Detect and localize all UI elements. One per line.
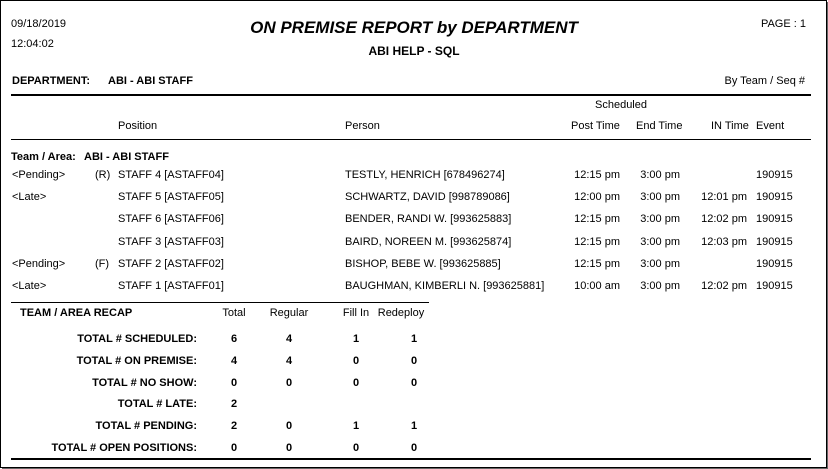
row-position: STAFF 2 [ASTAFF02] [118, 257, 224, 270]
row-end-time: 3:00 pm [640, 257, 680, 270]
recap-regular: 0 [285, 420, 293, 433]
recap-col-redeploy: Redeploy [377, 307, 425, 319]
recap-label: TOTAL # NO SHOW: [92, 376, 197, 389]
row-end-time: 3:00 pm [640, 191, 680, 204]
row-person: BAIRD, NOREEN M. [993625874] [345, 235, 512, 248]
row-post-time: 12:15 pm [574, 169, 620, 181]
team-label: Team / Area: [11, 151, 76, 163]
recap-redeploy: 0 [410, 442, 418, 454]
report-title: ON PREMISE REPORT by DEPARTMENT [250, 18, 578, 37]
sort-label: By Team / Seq # [724, 75, 805, 87]
team-value: ABI - ABI STAFF [84, 151, 169, 163]
row-person: TESTLY, HENRICH [678496274] [345, 169, 505, 181]
row-in-time: 12:01 pm [701, 191, 747, 204]
row-person: BISHOP, BEBE W. [993625885] [345, 257, 501, 270]
recap-label: TOTAL # ON PREMISE: [76, 354, 197, 367]
row-event: 190915 [756, 191, 793, 204]
page-number: PAGE : 1 [760, 18, 806, 30]
recap-redeploy: 1 [410, 333, 418, 345]
row-person: SCHWARTZ, DAVID [998789086] [345, 191, 510, 204]
recap-redeploy: 1 [410, 420, 418, 433]
row-event: 190915 [756, 169, 793, 181]
row-end-time: 3:00 pm [640, 169, 680, 181]
col-event: Event [756, 120, 785, 132]
row-event: 190915 [756, 257, 793, 270]
row-status: <Pending> [12, 169, 66, 181]
row-event: 190915 [756, 235, 793, 248]
report-time: 12:04:02 [11, 38, 54, 50]
divider-recap [11, 302, 429, 303]
row-event: 190915 [756, 280, 793, 292]
divider-top [11, 94, 811, 96]
report-date: 09/18/2019 [11, 18, 67, 30]
recap-regular: 0 [285, 376, 293, 389]
recap-fill-in: 0 [352, 376, 360, 389]
recap-fill-in: 1 [352, 420, 360, 433]
row-in-time: 12:02 pm [701, 280, 747, 292]
recap-total: 2 [230, 420, 238, 433]
row-end-time: 3:00 pm [640, 213, 680, 226]
recap-regular: 4 [285, 354, 293, 367]
row-status: <Pending> [12, 257, 66, 270]
row-end-time: 3:00 pm [640, 280, 680, 292]
row-position: STAFF 1 [ASTAFF01] [118, 280, 224, 292]
row-post-time: 10:00 am [574, 280, 620, 292]
recap-label: TOTAL # PENDING: [95, 420, 197, 433]
row-post-time: 12:00 pm [574, 191, 620, 204]
row-post-time: 12:15 pm [574, 235, 620, 248]
recap-redeploy: 0 [410, 354, 418, 367]
row-person: BAUGHMAN, KIMBERLI N. [993625881] [345, 280, 545, 292]
department-label: DEPARTMENT: [12, 75, 91, 87]
recap-label: TOTAL # OPEN POSITIONS: [51, 442, 197, 454]
row-status: <Late> [12, 191, 47, 204]
row-status: <Late> [12, 280, 47, 292]
row-event: 190915 [756, 213, 793, 226]
col-in-time: IN Time [711, 120, 749, 132]
row-position: STAFF 4 [ASTAFF04] [118, 169, 224, 181]
recap-total: 0 [230, 376, 238, 389]
recap-title: TEAM / AREA RECAP [20, 307, 133, 319]
divider-header [11, 139, 811, 140]
row-flag: (F) [95, 257, 110, 270]
recap-total: 6 [230, 333, 238, 345]
recap-regular: 4 [285, 333, 293, 345]
row-in-time: 12:03 pm [701, 235, 747, 248]
recap-label: TOTAL # SCHEDULED: [77, 333, 197, 345]
col-end-time: End Time [636, 120, 683, 132]
row-person: BENDER, RANDI W. [993625883] [345, 213, 512, 226]
row-in-time: 12:02 pm [701, 213, 747, 226]
report-subtitle: ABI HELP - SQL [368, 44, 460, 58]
recap-regular: 0 [285, 442, 293, 454]
row-flag: (R) [95, 169, 111, 181]
row-end-time: 3:00 pm [640, 235, 680, 248]
department-value: ABI - ABI STAFF [108, 75, 193, 87]
recap-fill-in: 0 [352, 442, 360, 454]
recap-fill-in: 1 [352, 333, 360, 345]
col-position: Position [118, 120, 158, 132]
row-position: STAFF 3 [ASTAFF03] [118, 235, 224, 248]
recap-total: 0 [230, 442, 238, 454]
recap-col-regular: Regular [269, 307, 309, 319]
recap-total: 4 [230, 354, 238, 367]
row-post-time: 12:15 pm [574, 257, 620, 270]
recap-fill-in: 0 [352, 354, 360, 367]
row-position: STAFF 6 [ASTAFF06] [118, 213, 224, 226]
recap-label: TOTAL # LATE: [117, 398, 197, 411]
col-person: Person [345, 120, 380, 132]
row-post-time: 12:15 pm [574, 213, 620, 226]
divider-bottom [11, 458, 811, 460]
scheduled-header: Scheduled [595, 99, 647, 111]
recap-redeploy: 0 [410, 376, 418, 389]
recap-total: 2 [230, 398, 238, 411]
recap-col-fill-in: Fill In [342, 307, 370, 319]
recap-col-total: Total [222, 307, 246, 319]
row-position: STAFF 5 [ASTAFF05] [118, 191, 224, 204]
col-post-time: Post Time [571, 120, 620, 132]
